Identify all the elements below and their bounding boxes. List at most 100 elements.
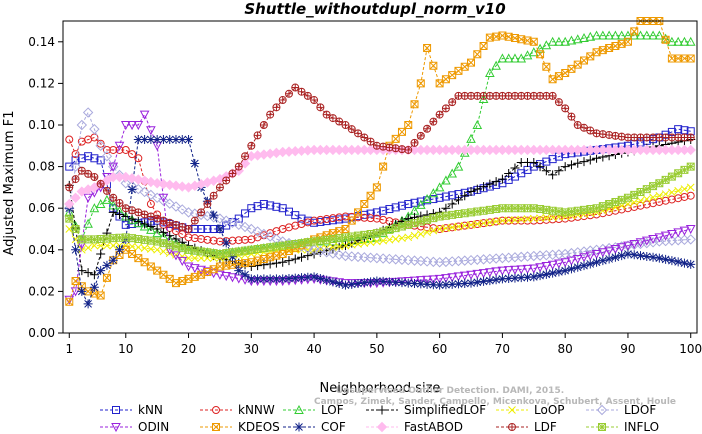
data-point-inflo: [667, 172, 676, 181]
data-point-inflo: [605, 200, 614, 209]
data-point-ldf: [441, 104, 450, 113]
data-point-cof: [504, 274, 514, 284]
data-point-cof: [83, 299, 93, 309]
data-point-cof: [146, 135, 156, 145]
data-point-loop: [335, 242, 344, 251]
data-point-inflo: [259, 244, 268, 253]
data-point-inflo: [303, 238, 312, 247]
data-point-cof: [654, 253, 664, 263]
data-point-ldf: [536, 91, 545, 100]
data-point-fastabod: [177, 181, 188, 192]
data-point-loop: [410, 231, 419, 240]
data-point-loop: [649, 193, 657, 202]
data-point-knn: [247, 204, 256, 213]
data-point-simplifiedlof: [259, 260, 269, 270]
data-point-kdeos: [686, 54, 695, 63]
data-point-kdeos: [391, 134, 400, 143]
data-point-ldf: [197, 208, 206, 217]
data-point-fastabod: [685, 144, 696, 156]
data-point-cof: [114, 245, 124, 255]
data-point-inflo: [580, 205, 589, 214]
data-point-ldf: [203, 200, 212, 209]
data-point-cof: [516, 273, 526, 283]
data-point-odin: [623, 241, 633, 251]
data-point-inflo: [335, 234, 344, 243]
data-point-inflo: [328, 234, 337, 243]
legend-label-loop: LoOP: [534, 403, 565, 417]
x-tick-label: 100: [679, 342, 702, 356]
data-point-lof: [447, 168, 458, 178]
data-point-knn: [96, 156, 105, 165]
series-inflo: [65, 162, 695, 258]
series-knnw: [65, 133, 695, 246]
data-point-cof: [127, 184, 137, 194]
data-point-ldf: [115, 199, 124, 207]
legend-item-inflo: INFLO: [586, 420, 659, 434]
data-point-odin: [660, 231, 671, 241]
data-point-cof: [240, 270, 250, 280]
data-point-odin: [491, 267, 501, 277]
data-point-ldof: [95, 140, 106, 152]
data-point-inflo: [385, 225, 394, 234]
series-ldf: [65, 83, 695, 233]
data-point-kdeos: [65, 297, 74, 306]
data-point-inflo: [284, 240, 293, 249]
data-point-loop: [655, 191, 664, 200]
data-point-lof: [679, 36, 690, 46]
data-point-knn: [328, 216, 337, 225]
data-point-odin: [227, 273, 238, 283]
data-point-inflo: [291, 239, 300, 248]
x-tick-label: 1: [65, 342, 73, 356]
data-point-knnw: [649, 199, 658, 208]
data-point-loop: [140, 244, 149, 252]
data-point-ldof: [183, 207, 194, 218]
data-point-cof: [284, 274, 294, 284]
legend-item-odin: ODIN: [100, 420, 169, 434]
data-point-ldof: [170, 201, 182, 212]
data-point-loop: [84, 243, 92, 252]
y-tick-label: 0.02: [28, 284, 55, 298]
data-point-simplifiedlof: [504, 169, 514, 179]
data-point-lof: [598, 30, 608, 40]
data-point-odin: [522, 264, 533, 274]
data-point-knn: [316, 217, 325, 226]
data-point-kdeos: [347, 216, 356, 225]
data-point-simplifiedlof: [140, 219, 150, 229]
data-point-knn: [391, 203, 400, 212]
data-point-ldof: [333, 249, 345, 260]
data-point-lof: [522, 50, 533, 60]
data-point-loop: [523, 215, 532, 223]
data-point-ldf: [65, 183, 74, 192]
data-point-kdeos: [379, 162, 388, 171]
data-point-knn: [77, 154, 86, 163]
watermark-line-1: Unsupervised Outlier Detection. DAMI, 20…: [336, 386, 564, 396]
data-point-inflo: [253, 244, 262, 253]
data-point-inflo: [473, 207, 482, 216]
data-point-odin: [447, 273, 458, 283]
data-point-simplifiedlof: [541, 166, 551, 176]
data-point-ldof: [164, 198, 175, 209]
data-point-ldof: [685, 234, 696, 245]
x-tick-label: 40: [306, 342, 321, 356]
data-point-odin: [497, 266, 508, 276]
data-point-loop: [347, 240, 356, 249]
data-point-loop: [668, 188, 676, 197]
data-point-knnw: [674, 194, 683, 203]
data-point-ldf: [498, 91, 507, 100]
data-point-cof: [598, 256, 608, 266]
data-point-odin: [516, 265, 527, 275]
data-point-odin: [648, 234, 658, 245]
data-point-knn: [335, 215, 344, 224]
data-point-inflo: [441, 211, 450, 220]
data-point-odin: [566, 256, 577, 266]
data-point-inflo: [228, 248, 237, 257]
data-point-ldf: [416, 131, 425, 140]
data-point-kdeos: [354, 208, 363, 217]
data-point-kdeos: [542, 62, 551, 71]
data-point-simplifiedlof: [114, 209, 124, 219]
data-point-ldf: [661, 133, 670, 142]
data-point-loop: [435, 225, 444, 233]
legend-item-kdeos: KDEOS: [200, 420, 280, 434]
data-point-cof: [297, 273, 307, 283]
legend-marker-inflo: [598, 423, 606, 431]
